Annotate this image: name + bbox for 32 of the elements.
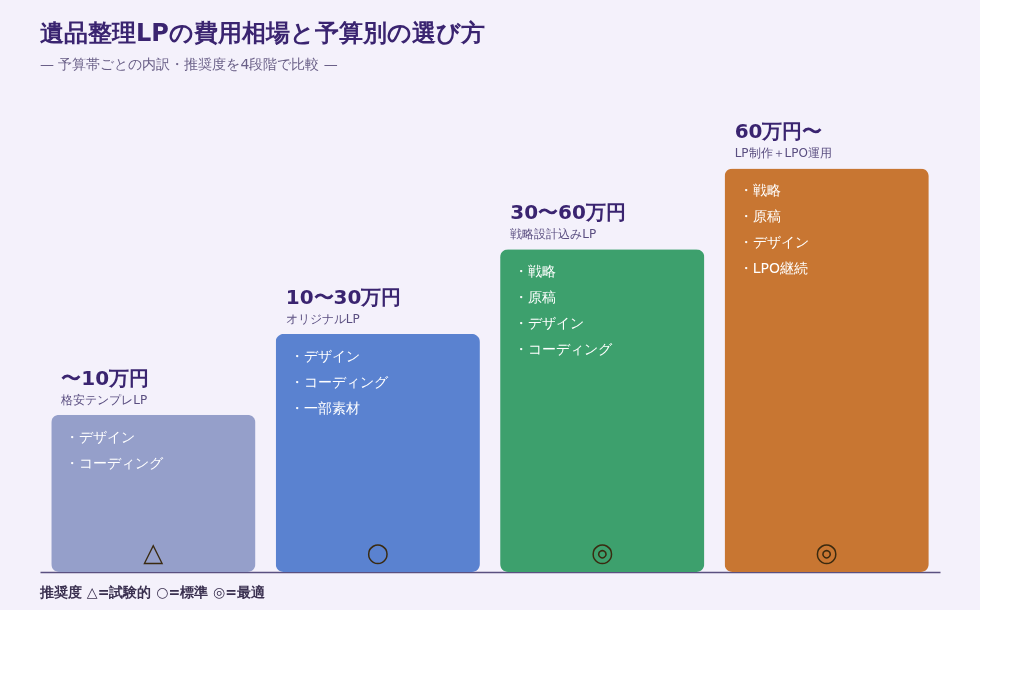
annotation: ・コーディング <box>289 373 389 390</box>
annotation: ・戦略 <box>514 263 557 280</box>
annotation: 格安テンプレLP <box>60 392 148 407</box>
annotation: オリジナルLP <box>285 311 360 326</box>
bar <box>275 333 480 572</box>
x-tick-label: 60万円〜 <box>734 119 823 144</box>
annotation: ・原稿 <box>514 289 557 306</box>
annotation: 戦略設計込みLP <box>510 227 597 242</box>
annotation: ・デザイン <box>65 428 136 445</box>
annotation: LP制作＋LPO運用 <box>734 146 832 161</box>
annotation: ・コーディング <box>65 454 165 471</box>
x-tick-label: 〜10万円 <box>61 365 150 390</box>
annotation: ・LPO継続 <box>738 260 808 277</box>
annotation: ・一部素材 <box>289 399 360 416</box>
text: 推奨度 △=試験的 ○=標準 ◎=最適 <box>39 584 267 600</box>
annotation: ・デザイン <box>289 347 360 364</box>
annotation: ◎ <box>590 537 614 567</box>
annotation: ・原稿 <box>738 208 781 225</box>
annotation: ・コーディング <box>514 341 614 358</box>
bar <box>724 168 929 572</box>
annotation: △ <box>143 537 164 567</box>
annotation: ・戦略 <box>738 182 781 199</box>
annotation: ・デザイン <box>514 315 585 332</box>
bar <box>51 414 256 572</box>
chart-subtitle: — 予算帯ごとの内訳・推奨度を4段階で比較 — <box>40 56 338 72</box>
chart-title: 遺品整理LPの費用相場と予算別の選び方 <box>40 19 485 47</box>
annotation: ◎ <box>815 537 838 567</box>
bar <box>500 249 705 572</box>
x-tick-label: 30〜60万円 <box>510 200 626 225</box>
annotation: ・デザイン <box>738 234 809 251</box>
x-tick-label: 10〜30万円 <box>285 284 402 309</box>
annotation: ○ <box>366 537 390 567</box>
